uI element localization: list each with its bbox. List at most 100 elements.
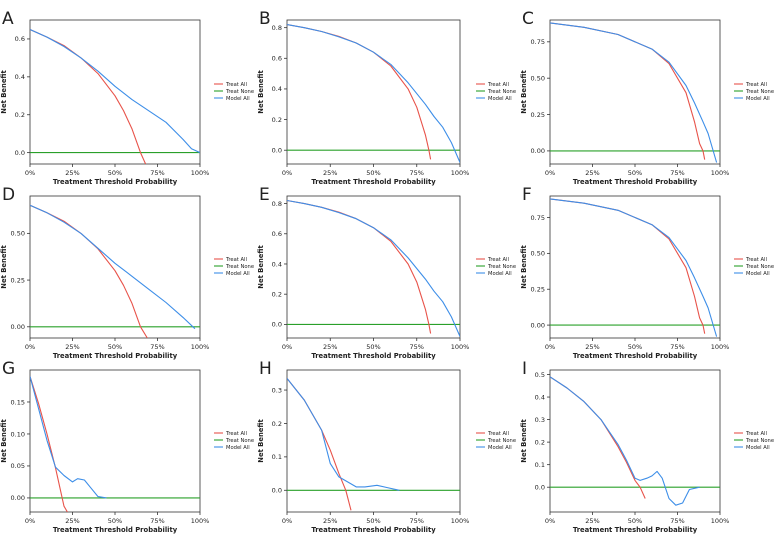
panel-g-ytick-label: 0.10 [11,430,25,438]
panel-a-legend-label-treat-none: Treat None [225,89,254,95]
panel-h-ylabel: Net Benefit [257,419,265,463]
panel-d-xtick-label: 75% [150,343,164,351]
panel-d-letter: D [2,185,15,205]
panel-c-legend-label-model-all: Model All [746,96,770,102]
panel-a-letter: A [2,9,14,29]
panel-c-xtick-label: 75% [670,169,684,177]
panel-c-series-model-all [550,22,718,163]
panel-i-ytick-label: 0.0 [535,484,545,492]
panel-h-legend-label-model-all: Model All [488,445,512,451]
panel-d: D 0% 25% 50% 75% 100% 0.00 0.25 0.50 Treatment Th… [0,185,254,360]
panel-f-ytick-label: 0.25 [531,286,545,294]
panel-e-letter: E [259,185,270,205]
panel-b-ytick-label: 0.4 [272,85,282,93]
panel-i-xtick-label: 75% [670,517,684,525]
panel-a-ytick-label: 0.0 [15,149,25,157]
panel-i-ytick-label: 0.2 [535,438,545,446]
panel-a-xtick-label: 0% [25,169,35,177]
panel-i-xtick-label: 25% [585,517,599,525]
panel-c-ylabel: Net Benefit [520,70,528,114]
panel-e-axes-frame [286,195,461,339]
panel-f-xtick-label: 50% [628,343,642,351]
panel-a-legend-label-model-all: Model All [226,96,250,102]
panel-e-series-model-all [287,199,460,337]
panel-h-letter: H [259,359,272,379]
panel-e-xtick-label: 0% [282,343,292,351]
panel-c-letter: C [522,9,534,29]
panel-c-legend-label-treat-all: Treat All [745,82,767,88]
panel-c-ytick-label: 0.75 [531,38,545,46]
panel-g-letter: G [2,359,15,379]
panel-c-ytick-label: 0.25 [531,111,545,119]
panel-f-ylabel: Net Benefit [520,245,528,289]
panel-f-letter: F [522,185,532,205]
panel-f-ytick-label: 0.50 [531,250,545,258]
panel-i-series-treat-all [550,376,646,499]
panel-d-xtick-label: 0% [25,343,35,351]
panel-b-letter: B [259,9,271,29]
panel-i-legend-label-model-all: Model All [746,445,770,451]
panel-f-legend-label-treat-all: Treat All [745,257,767,263]
panel-d-xlabel: Treatment Threshold Probability [53,352,178,360]
panel-d-xtick-label: 25% [65,343,79,351]
panel-b: B 0% 25% 50% 75% 100% 0.0 0.2 0.4 0.6 0.8 Treatment… [257,9,516,186]
panel-d-ytick-label: 0.00 [11,323,25,331]
panel-i-ylabel: Net Benefit [520,419,528,463]
panel-b-ytick-label: 0.0 [272,147,282,155]
panel-b-ytick-label: 0.6 [272,55,282,63]
panel-d-legend-label-model-all: Model All [226,271,250,277]
panel-b-ytick-label: 0.8 [272,24,282,32]
panel-a-xtick-label: 100% [191,169,210,177]
panel-i-axes-frame [549,369,721,513]
panel-g-legend-label-model-all: Model All [226,445,250,451]
panel-b-legend-label-model-all: Model All [488,96,512,102]
panel-h-xlabel: Treatment Threshold Probability [311,526,436,534]
panel-e-legend-label-treat-none: Treat None [487,264,516,270]
panel-c-ytick-label: 0.00 [531,147,545,155]
panel-a: A 0% 25% 50% 75% 100% 0.0 0.2 0.4 0.6 Treatment Th… [0,9,254,186]
panel-b-xtick-label: 0% [282,169,292,177]
panel-h-ytick-label: 0.3 [272,386,282,394]
panel-i-xlabel: Treatment Threshold Probability [573,526,698,534]
panel-i-series-model-all [550,376,700,506]
panel-c-xtick-label: 50% [628,169,642,177]
panel-f-xtick-label: 100% [711,343,730,351]
panel-b-legend-label-treat-none: Treat None [487,89,516,95]
panel-a-series-model-all [30,28,200,154]
panel-i-ytick-label: 0.4 [535,393,545,401]
panel-i-letter: I [522,359,527,379]
panel-c-ytick-label: 0.50 [531,74,545,82]
panel-g-ytick-label: 0.15 [11,398,25,406]
panel-h-ytick-label: 0.1 [272,453,282,461]
panel-g-xtick-label: 25% [65,517,79,525]
panel-c-xtick-label: 0% [545,169,555,177]
panel-c-legend-label-treat-none: Treat None [745,89,774,95]
panel-b-legend-label-treat-all: Treat All [487,82,509,88]
panel-d-legend-label-treat-all: Treat All [225,257,247,263]
panel-g-xlabel: Treatment Threshold Probability [53,526,178,534]
panel-e-legend-label-treat-all: Treat All [487,257,509,263]
panel-c-series-treat-all [550,22,706,160]
panel-h-xtick-label: 25% [323,517,337,525]
panel-f-xtick-label: 75% [670,343,684,351]
panel-f-series-model-all [550,198,718,337]
panel-b-xtick-label: 75% [410,169,424,177]
panel-i-legend-label-treat-none: Treat None [745,438,774,444]
panel-g-xtick-label: 0% [25,517,35,525]
panel-h-xtick-label: 100% [451,517,470,525]
panel-b-series-model-all [287,24,460,163]
panel-i-legend-label-treat-all: Treat All [745,431,767,437]
panel-a-ytick-label: 0.2 [15,111,25,119]
panel-f-ytick-label: 0.75 [531,214,545,222]
panel-e-xtick-label: 75% [410,343,424,351]
panel-e-xtick-label: 50% [366,343,380,351]
panel-b-xtick-label: 25% [323,169,337,177]
panel-b-xlabel: Treatment Threshold Probability [311,178,436,186]
panel-e-xlabel: Treatment Threshold Probability [311,352,436,360]
panel-g-series-model-all [30,376,107,499]
panel-e-legend-label-model-all: Model All [488,271,512,277]
panel-g-xtick-label: 100% [191,517,210,525]
panel-d-series-treat-all [30,204,148,338]
panel-g-legend-label-treat-none: Treat None [225,438,254,444]
panel-e-ytick-label: 0.4 [272,260,282,268]
